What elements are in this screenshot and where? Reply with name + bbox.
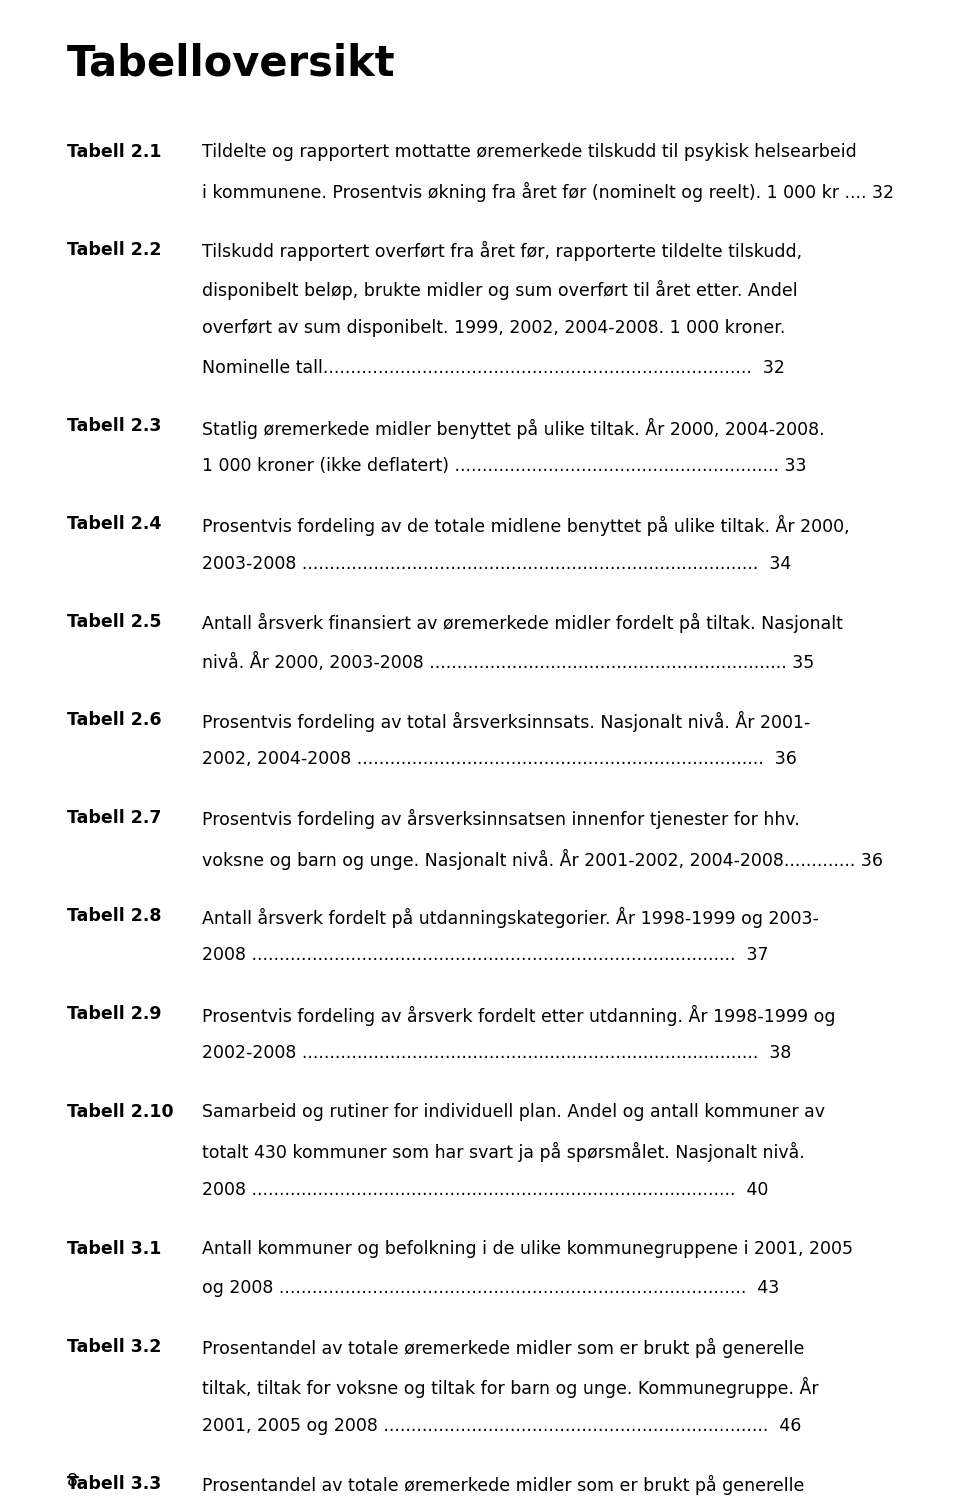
Text: Tabell 3.1: Tabell 3.1 xyxy=(67,1240,161,1258)
Text: 1 000 kroner (ikke deflatert) ..................................................: 1 000 kroner (ikke deflatert) ..........… xyxy=(202,457,806,475)
Text: Antall årsverk finansiert av øremerkede midler fordelt på tiltak. Nasjonalt: Antall årsverk finansiert av øremerkede … xyxy=(202,613,843,633)
Text: Tabell 2.3: Tabell 2.3 xyxy=(67,417,161,436)
Text: Tabell 2.8: Tabell 2.8 xyxy=(67,907,161,925)
Text: Tabell 2.7: Tabell 2.7 xyxy=(67,809,161,827)
Text: disponibelt beløp, brukte midler og sum overført til året etter. Andel: disponibelt beløp, brukte midler og sum … xyxy=(202,280,797,300)
Text: Antall årsverk fordelt på utdanningskategorier. År 1998-1999 og 2003-: Antall årsverk fordelt på utdanningskate… xyxy=(202,907,819,928)
Text: 2003-2008 ......................................................................: 2003-2008 ..............................… xyxy=(202,555,791,573)
Text: Tabell 3.3: Tabell 3.3 xyxy=(67,1475,161,1493)
Text: Prosentandel av totale øremerkede midler som er brukt på generelle: Prosentandel av totale øremerkede midler… xyxy=(202,1338,804,1358)
Text: 2001, 2005 og 2008 .............................................................: 2001, 2005 og 2008 .....................… xyxy=(202,1417,801,1435)
Text: 2008 ...........................................................................: 2008 ...................................… xyxy=(202,1181,768,1200)
Text: 2002, 2004-2008 ................................................................: 2002, 2004-2008 ........................… xyxy=(202,750,797,769)
Text: Samarbeid og rutiner for individuell plan. Andel og antall kommuner av: Samarbeid og rutiner for individuell pla… xyxy=(202,1103,825,1121)
Text: Tabell 2.5: Tabell 2.5 xyxy=(67,613,161,631)
Text: i kommunene. Prosentvis økning fra året før (nominelt og reelt). 1 000 kr .... 3: i kommunene. Prosentvis økning fra året … xyxy=(202,182,894,202)
Text: Tabell 2.2: Tabell 2.2 xyxy=(67,241,161,259)
Text: Tabell 2.9: Tabell 2.9 xyxy=(67,1005,161,1023)
Text: 2002-2008 ......................................................................: 2002-2008 ..............................… xyxy=(202,1044,791,1062)
Text: nivå. År 2000, 2003-2008 .......................................................: nivå. År 2000, 2003-2008 ...............… xyxy=(202,653,814,672)
Text: overført av sum disponibelt. 1999, 2002, 2004-2008. 1 000 kroner.: overført av sum disponibelt. 1999, 2002,… xyxy=(202,319,785,338)
Text: tiltak, tiltak for voksne og tiltak for barn og unge. Kommunegruppe. År: tiltak, tiltak for voksne og tiltak for … xyxy=(202,1377,818,1398)
Text: Antall kommuner og befolkning i de ulike kommunegruppene i 2001, 2005: Antall kommuner og befolkning i de ulike… xyxy=(202,1240,852,1258)
Text: Tilskudd rapportert overført fra året før, rapporterte tildelte tilskudd,: Tilskudd rapportert overført fra året fø… xyxy=(202,241,802,261)
Text: totalt 430 kommuner som har svart ja på spørsmålet. Nasjonalt nivå.: totalt 430 kommuner som har svart ja på … xyxy=(202,1142,804,1162)
Text: Tabell 2.6: Tabell 2.6 xyxy=(67,711,161,729)
Text: 8: 8 xyxy=(67,1472,78,1490)
Text: og 2008 ........................................................................: og 2008 ................................… xyxy=(202,1279,779,1298)
Text: Tabell 2.4: Tabell 2.4 xyxy=(67,515,161,533)
Text: Prosentvis fordeling av årsverk fordelt etter utdanning. År 1998-1999 og: Prosentvis fordeling av årsverk fordelt … xyxy=(202,1005,835,1026)
Text: Tabelloversikt: Tabelloversikt xyxy=(67,42,396,84)
Text: Nominelle tall..................................................................: Nominelle tall..........................… xyxy=(202,359,784,377)
Text: 2008 ...........................................................................: 2008 ...................................… xyxy=(202,946,768,964)
Text: Prosentandel av totale øremerkede midler som er brukt på generelle: Prosentandel av totale øremerkede midler… xyxy=(202,1475,804,1495)
Text: Tabell 2.1: Tabell 2.1 xyxy=(67,143,161,161)
Text: Prosentvis fordeling av årsverksinnsatsen innenfor tjenester for hhv.: Prosentvis fordeling av årsverksinnsatse… xyxy=(202,809,800,829)
Text: voksne og barn og unge. Nasjonalt nivå. År 2001-2002, 2004-2008............. 36: voksne og barn og unge. Nasjonalt nivå. … xyxy=(202,848,882,870)
Text: Tabell 3.2: Tabell 3.2 xyxy=(67,1338,161,1356)
Text: Tabell 2.10: Tabell 2.10 xyxy=(67,1103,174,1121)
Text: Statlig øremerkede midler benyttet på ulike tiltak. År 2000, 2004-2008.: Statlig øremerkede midler benyttet på ul… xyxy=(202,417,825,439)
Text: Prosentvis fordeling av de totale midlene benyttet på ulike tiltak. År 2000,: Prosentvis fordeling av de totale midlen… xyxy=(202,515,850,536)
Text: Tildelte og rapportert mottatte øremerkede tilskudd til psykisk helsearbeid: Tildelte og rapportert mottatte øremerke… xyxy=(202,143,856,161)
Text: Prosentvis fordeling av total årsverksinnsats. Nasjonalt nivå. År 2001-: Prosentvis fordeling av total årsverksin… xyxy=(202,711,810,732)
